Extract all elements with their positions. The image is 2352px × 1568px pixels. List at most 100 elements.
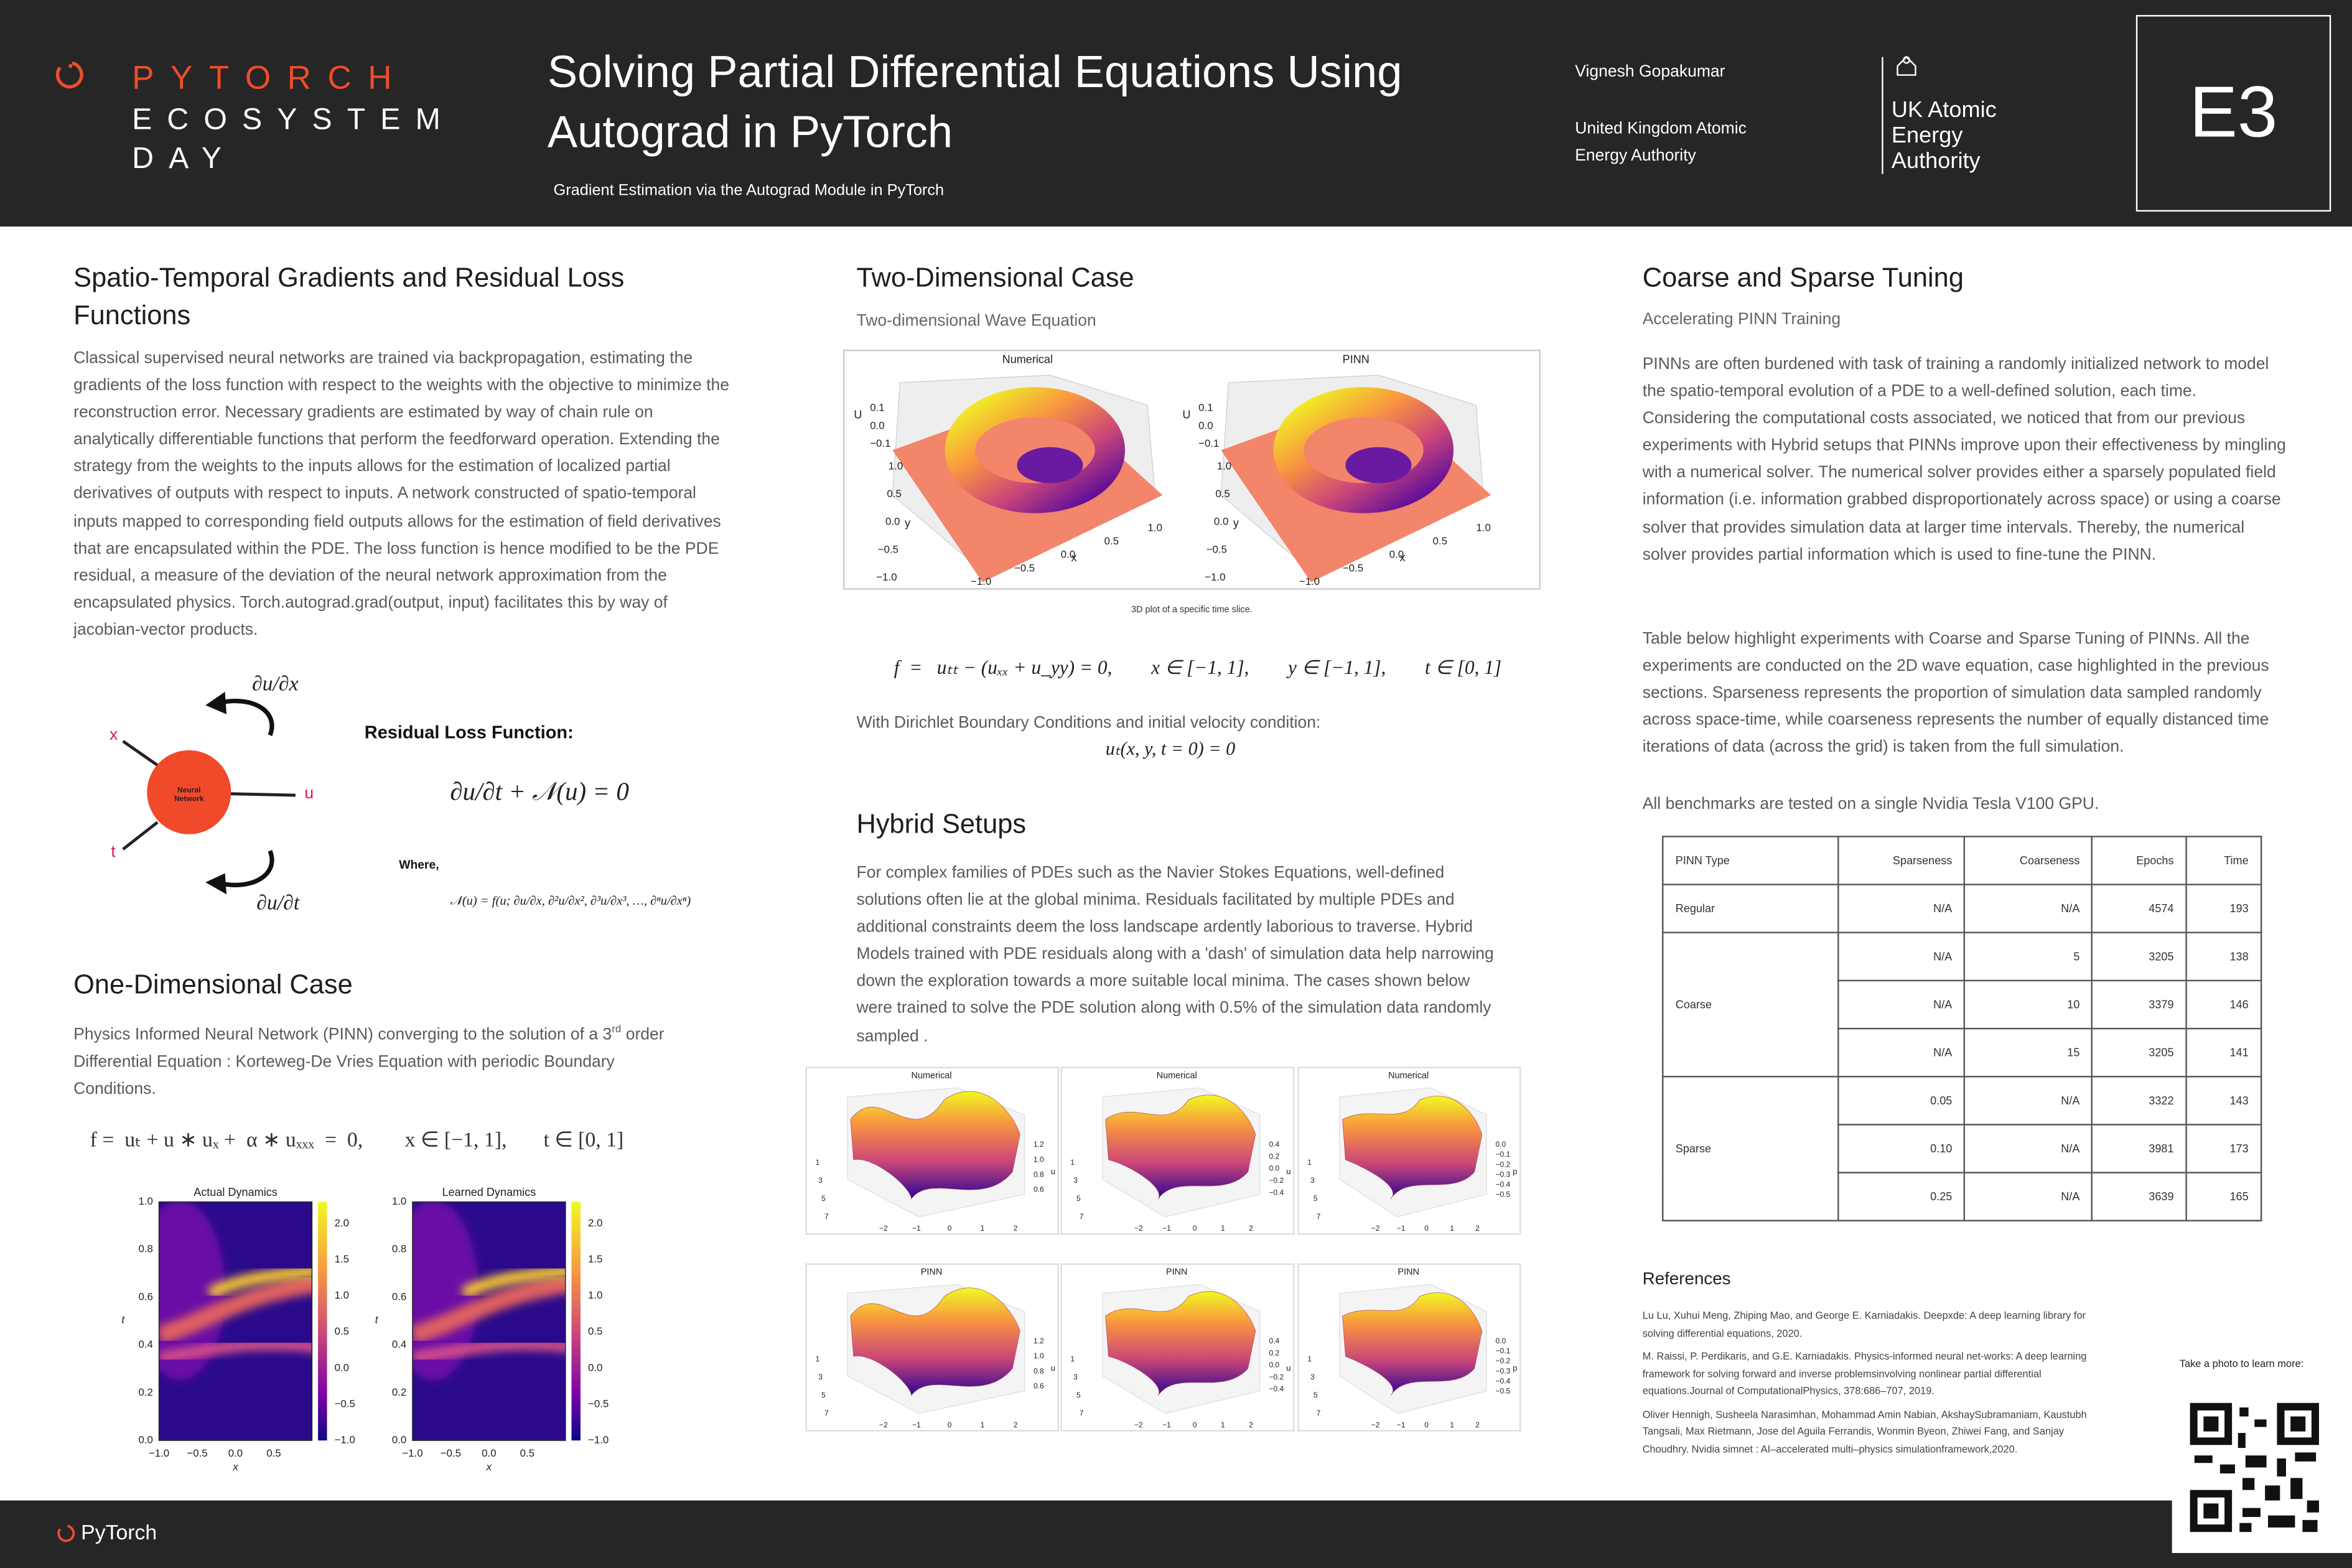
axis-label: Numerical	[1388, 1071, 1429, 1081]
axis-label: x	[1071, 551, 1077, 564]
y-tick-label: 0.0	[885, 516, 900, 528]
x-tick-label: 0	[948, 1421, 952, 1429]
x-tick-label: 0.5	[520, 1447, 534, 1459]
y-tick-label: 3	[1310, 1373, 1315, 1381]
x-tick-label: −0.5	[441, 1447, 461, 1459]
author: Vignesh Gopakumar	[1575, 63, 1725, 82]
x-tick-label: 2	[1475, 1224, 1480, 1233]
axis-label: PINN	[921, 1267, 943, 1277]
qr-label: Take a photo to learn more:	[2179, 1359, 2304, 1370]
z-tick-label: −0.4	[1495, 1376, 1510, 1385]
table-group-cell: Sparse	[1662, 1076, 1839, 1221]
x-tick-label: 1	[1221, 1421, 1225, 1429]
x-tick-label: 1	[1221, 1224, 1225, 1233]
colorbar-tick-label: 2.0	[588, 1217, 602, 1229]
affiliation: United Kingdom Atomic Energy Authority	[1575, 119, 1747, 166]
x-tick-label: −1	[1162, 1224, 1171, 1233]
colorbar-tick-label: −1.0	[335, 1434, 355, 1445]
nn-diagram	[122, 691, 296, 895]
colorbar-tick-label: −0.5	[588, 1398, 609, 1409]
z-tick-label: 0.0	[1495, 1140, 1506, 1149]
paragraph: PINNs are often burdened with task of tr…	[1642, 355, 2286, 564]
hybrid-surface	[850, 1091, 1020, 1200]
section-heading: Two-Dimensional Case	[856, 263, 1134, 293]
x-tick-label: 0	[1424, 1421, 1429, 1429]
x-tick-label: −0.5	[187, 1447, 207, 1459]
table-cell: 141	[2185, 1027, 2262, 1078]
z-tick-label: 0.0	[1495, 1337, 1506, 1345]
y-tick-label: 0.4	[392, 1338, 406, 1350]
table-cell: 138	[2185, 931, 2262, 982]
brand-line: DAY	[132, 142, 237, 176]
y-tick-label: 0.0	[392, 1434, 406, 1445]
colorbar-tick-label: 2.0	[335, 1217, 349, 1229]
paragraph: All benchmarks are tested on a single Nv…	[1642, 795, 2099, 814]
y-tick-label: 1	[1070, 1355, 1075, 1363]
x-tick-label: 2	[1014, 1421, 1018, 1429]
table-cell: 0.10	[1837, 1124, 1966, 1174]
y-tick-label: −0.5	[878, 543, 898, 555]
z-tick-label: 0.1	[1198, 401, 1213, 413]
hybrid-surface	[1342, 1292, 1483, 1396]
colorbar-tick-label: 1.0	[335, 1289, 349, 1301]
paragraph: Table below highlight experiments with C…	[1642, 630, 2269, 757]
table-cell: 3205	[2091, 1027, 2188, 1078]
x-tick-label: −2	[1134, 1421, 1143, 1429]
table-header-cell: Time	[2185, 836, 2262, 885]
axis-label: u	[1286, 1363, 1290, 1373]
z-tick-label: −0.1	[870, 437, 890, 449]
x-tick-label: 0.0	[1061, 549, 1075, 561]
x-tick-label: −2	[879, 1224, 888, 1233]
where-label: Where,	[399, 858, 439, 872]
table-cell: 3379	[2091, 979, 2188, 1030]
x-tick-label: 1.0	[1148, 521, 1162, 533]
logo-text: UK Atomic Energy Authority	[1891, 97, 1997, 174]
section-heading: Spatio-Temporal Gradients and Residual L…	[73, 263, 625, 330]
axis-label: x	[1399, 551, 1405, 564]
gradient-label: ∂u/∂t	[256, 892, 300, 916]
table-header-cell: Sparseness	[1837, 836, 1966, 885]
z-tick-label: −0.1	[1495, 1346, 1510, 1355]
x-tick-label: −1	[912, 1224, 921, 1233]
section-heading: Coarse and Sparse Tuning	[1642, 263, 1964, 293]
y-tick-label: 7	[1080, 1212, 1084, 1221]
paragraph: Classical supervised neural networks are…	[73, 349, 730, 640]
table-cell: N/A	[1837, 1027, 1966, 1078]
condition-text: With Dirichlet Boundary Conditions and i…	[856, 714, 1321, 732]
footer-band	[0, 1500, 2352, 1568]
heatmap-learned	[412, 1202, 566, 1441]
loss-equation: ∂u/∂t + 𝒩(u) = 0	[450, 777, 629, 806]
text: Physics Informed Neural Network (PINN) c…	[73, 1025, 612, 1044]
axis-label: Numerical	[1002, 353, 1053, 366]
y-tick-label: 7	[1317, 1409, 1321, 1417]
y-tick-label: 0.6	[392, 1290, 406, 1302]
table-header-cell: Epochs	[2091, 836, 2188, 885]
axis-label: Numerical	[1157, 1071, 1197, 1081]
colorbar-tick-label: 0.0	[588, 1361, 602, 1373]
section-heading: One-Dimensional Case	[73, 969, 353, 1000]
x-tick-label: 0	[1193, 1224, 1197, 1233]
table-row: N/A 15 3205 141	[1663, 1027, 2262, 1078]
y-tick-label: 3	[818, 1176, 823, 1185]
colorbar-tick-label: 0.5	[588, 1325, 602, 1337]
references-heading: References	[1642, 1271, 1731, 1289]
colorbar	[571, 1202, 581, 1441]
x-tick-label: 0.5	[266, 1447, 281, 1459]
y-tick-label: 5	[1314, 1391, 1318, 1399]
x-tick-label: 1	[1450, 1421, 1454, 1429]
z-tick-label: 0.4	[1269, 1140, 1279, 1149]
x-tick-label: −2	[1134, 1224, 1143, 1233]
table-cell: 3322	[2091, 1076, 2188, 1126]
reference: Lu Lu, Xuhui Meng, Zhiping Mao, and Geor…	[1642, 1311, 2086, 1340]
x-tick-label: 0	[1193, 1421, 1197, 1429]
crest	[1897, 55, 1916, 76]
y-tick-label: 0.6	[138, 1290, 152, 1302]
y-tick-label: 7	[1080, 1409, 1084, 1417]
poster-subtitle: Gradient Estimation via the Autograd Mod…	[553, 181, 945, 200]
axis-label: p	[1513, 1167, 1517, 1176]
y-tick-label: 1	[1070, 1158, 1075, 1167]
table-cell: N/A	[1837, 884, 1966, 933]
z-tick-label: −0.3	[1495, 1170, 1510, 1178]
y-tick-label: 7	[824, 1212, 829, 1221]
section-heading: Hybrid Setups	[856, 808, 1027, 839]
